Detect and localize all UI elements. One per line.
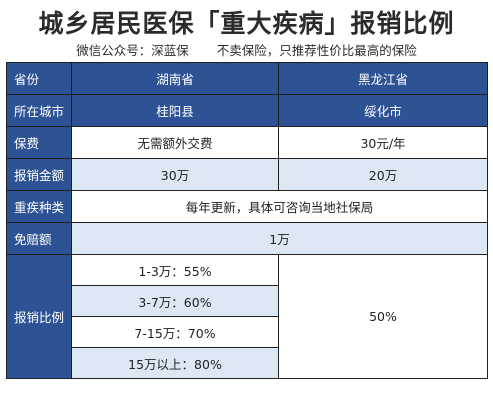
reimbursement-table: 省份 湖南省 黑龙江省 所在城市 桂阳县 绥化市 保费 无需额外交费 30元/年… [6, 62, 488, 379]
ratio-heilongjiang: 50% [278, 254, 488, 379]
row-label-disease: 重疾种类 [6, 190, 72, 223]
table-row-ratio: 3-7万：60% [7, 285, 488, 317]
disease-value: 每年更新，具体可咨询当地社保局 [71, 190, 488, 223]
page-subtitle: 微信公众号：深蓝保 不卖保险，只推荐性价比最高的保险 [0, 40, 493, 59]
city-heilongjiang: 绥化市 [278, 94, 488, 127]
row-label-premium: 保费 [6, 126, 72, 159]
ratio-tier-hunan: 15万以上：80% [71, 347, 279, 379]
table-row-province: 省份 湖南省 黑龙江省 [6, 62, 488, 95]
ratio-tier-hunan: 1-3万：55% [71, 254, 279, 286]
table-row-ratio: 15万以上：80% [7, 347, 488, 379]
premium-heilongjiang: 30元/年 [278, 126, 488, 159]
premium-hunan: 无需额外交费 [71, 126, 279, 159]
row-label-amount: 报销金额 [6, 158, 72, 191]
column-header-heilongjiang: 黑龙江省 [278, 62, 488, 95]
wechat-account: 微信公众号：深蓝保 [76, 43, 189, 58]
column-header-hunan: 湖南省 [71, 62, 279, 95]
table-row-deductible: 免赔额 1万 [6, 222, 488, 255]
table-row-ratio: 7-15万：70% [7, 316, 488, 348]
row-label-city: 所在城市 [6, 94, 72, 127]
table-row-premium: 保费 无需额外交费 30元/年 [6, 126, 488, 159]
amount-heilongjiang: 20万 [278, 158, 488, 191]
slogan: 不卖保险，只推荐性价比最高的保险 [216, 43, 417, 58]
table-row-city: 所在城市 桂阳县 绥化市 [6, 94, 488, 127]
city-hunan: 桂阳县 [71, 94, 279, 127]
row-label-ratio: 报销比例 [6, 254, 72, 379]
ratio-tier-hunan: 3-7万：60% [71, 285, 279, 317]
table-row-amount: 报销金额 30万 20万 [6, 158, 488, 191]
deductible-value: 1万 [71, 222, 488, 255]
page-title: 城乡居民医保「重大疾病」报销比例 [38, 9, 455, 38]
ratio-tier-hunan: 7-15万：70% [71, 316, 279, 348]
row-label-deductible: 免赔额 [6, 222, 72, 255]
table-row-ratio: 报销比例 1-3万：55% 50% [6, 254, 488, 379]
row-label-province: 省份 [6, 62, 72, 95]
table-row-disease: 重疾种类 每年更新，具体可咨询当地社保局 [6, 190, 488, 223]
amount-hunan: 30万 [71, 158, 279, 191]
